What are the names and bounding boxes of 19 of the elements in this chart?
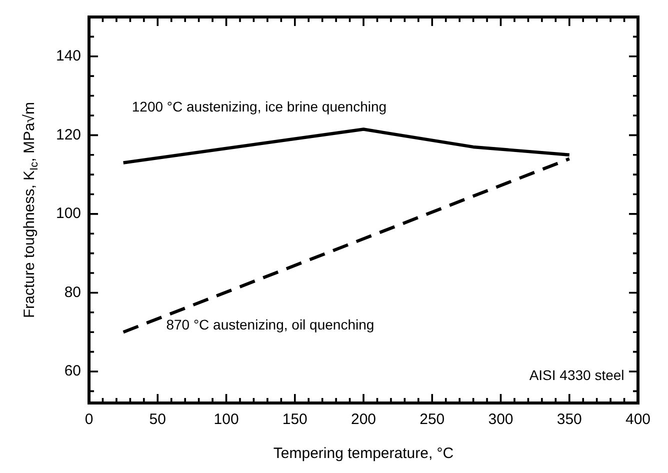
x-tick-label: 50 bbox=[149, 411, 166, 428]
x-tick-label: 300 bbox=[488, 411, 514, 428]
y-tick-label: 100 bbox=[56, 205, 82, 222]
annotation: 870 °C austenizing, oil quenching bbox=[166, 316, 374, 333]
x-tick-label: 350 bbox=[556, 411, 582, 428]
y-tick-label: 60 bbox=[64, 362, 82, 380]
annotation: 1200 °C austenizing, ice brine quenching bbox=[132, 98, 387, 115]
x-tick-label: 400 bbox=[625, 411, 651, 428]
x-tick-label: 200 bbox=[351, 411, 376, 428]
x-tick-label: 150 bbox=[282, 411, 308, 428]
y-tick-label: 140 bbox=[56, 48, 82, 65]
annotation: AISI 4330 steel bbox=[529, 366, 624, 383]
y-tick-label: 80 bbox=[64, 284, 82, 301]
y-tick-label: 120 bbox=[56, 126, 82, 144]
x-axis-title: Tempering temperature, °C bbox=[273, 445, 454, 462]
x-tick-label: 250 bbox=[420, 411, 445, 428]
x-tick-label: 100 bbox=[214, 411, 239, 428]
y-axis-title: Fracture toughness, KIc, MPa√m bbox=[21, 102, 41, 318]
x-tick-label: 0 bbox=[84, 411, 94, 428]
